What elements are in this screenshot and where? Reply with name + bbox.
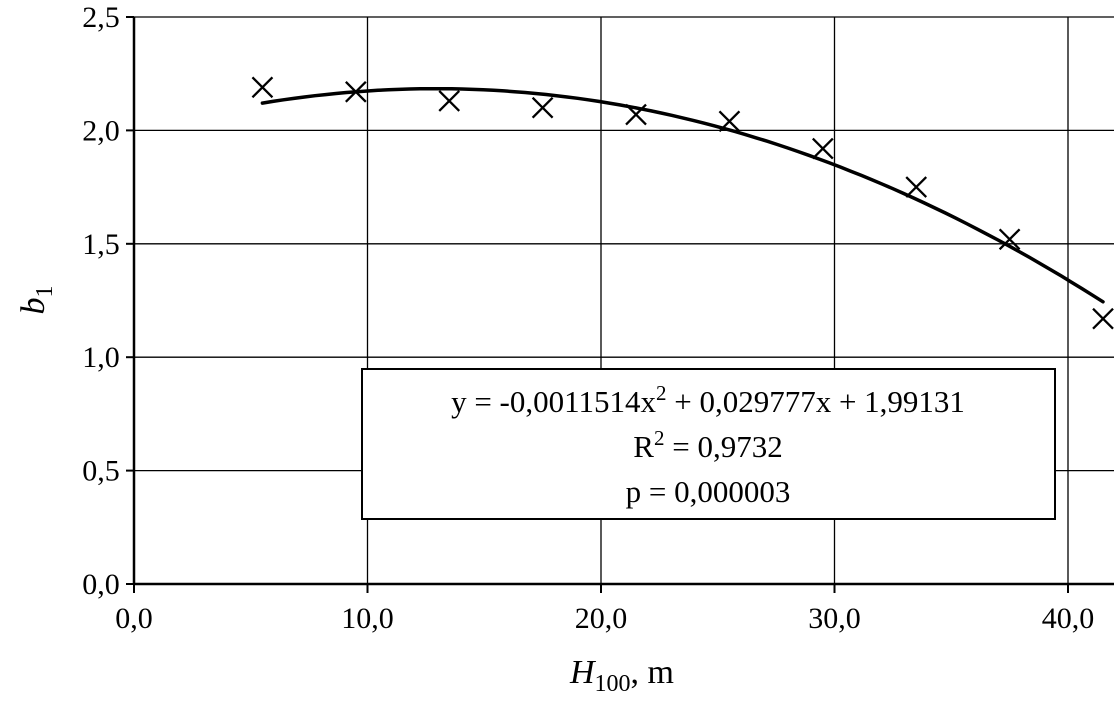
data-point: [718, 110, 741, 133]
data-point: [1092, 307, 1114, 330]
equation-superscript: 2: [654, 426, 665, 450]
y-tick-label: 2,0: [82, 114, 120, 147]
x-tick-label: 40,0: [1042, 602, 1095, 635]
x-tick-label: 0,0: [115, 602, 153, 635]
data-point: [812, 137, 834, 160]
data-points: [251, 76, 1114, 330]
equation-line: p = 0,000003: [626, 474, 791, 509]
data-point: [345, 81, 367, 103]
y-tick-label: 2,5: [82, 1, 120, 34]
x-axis-title-sub: 100: [595, 671, 631, 697]
equation-text: y = -0,0011514x: [451, 384, 656, 419]
x-axis-title-unit: , m: [631, 654, 674, 691]
y-tick-label: 0,5: [82, 455, 120, 488]
data-point: [998, 228, 1021, 251]
equation-text: p = 0,000003: [626, 474, 791, 509]
x-tick-label: 30,0: [808, 602, 861, 635]
data-point: [905, 176, 928, 198]
y-axis-title-main: b: [15, 298, 52, 315]
equation-annotation: y = -0,0011514x2 + 0,029777x + 1,99131R2…: [451, 381, 965, 509]
trendline-group: [260, 86, 1105, 304]
x-tick-label: 10,0: [341, 602, 394, 635]
y-axis-title: b1: [15, 286, 58, 315]
tick-labels: 0,0 0,5 1,0 1,5 2,0 2,5 0,0 10,0 20,0 30,0 40,0: [82, 1, 1094, 635]
y-tick-label: 1,0: [82, 341, 120, 374]
data-point: [531, 96, 554, 119]
equation-superscript: 2: [656, 381, 667, 405]
data-point: [251, 76, 274, 99]
equation-line: R2 = 0,9732: [633, 426, 782, 464]
y-tick-label: 0,0: [82, 568, 120, 601]
equation-line: y = -0,0011514x2 + 0,029777x + 1,99131: [451, 381, 965, 419]
gridlines: [134, 16, 1114, 584]
y-tick-label: 1,5: [82, 228, 120, 261]
data-point: [625, 103, 647, 126]
x-axis-title: H100, m: [569, 654, 674, 697]
equation-text: R: [633, 429, 654, 464]
equation-text: = 0,9732: [664, 429, 782, 464]
data-point: [438, 90, 461, 112]
y-axis-title-sub: 1: [32, 286, 58, 298]
axes: [126, 16, 1114, 593]
x-axis-title-main: H: [569, 654, 597, 691]
equation-box: [361, 368, 1056, 520]
x-tick-label: 20,0: [575, 602, 628, 635]
trendline: [260, 86, 1105, 304]
equation-text: + 0,029777x + 1,99131: [666, 384, 964, 419]
